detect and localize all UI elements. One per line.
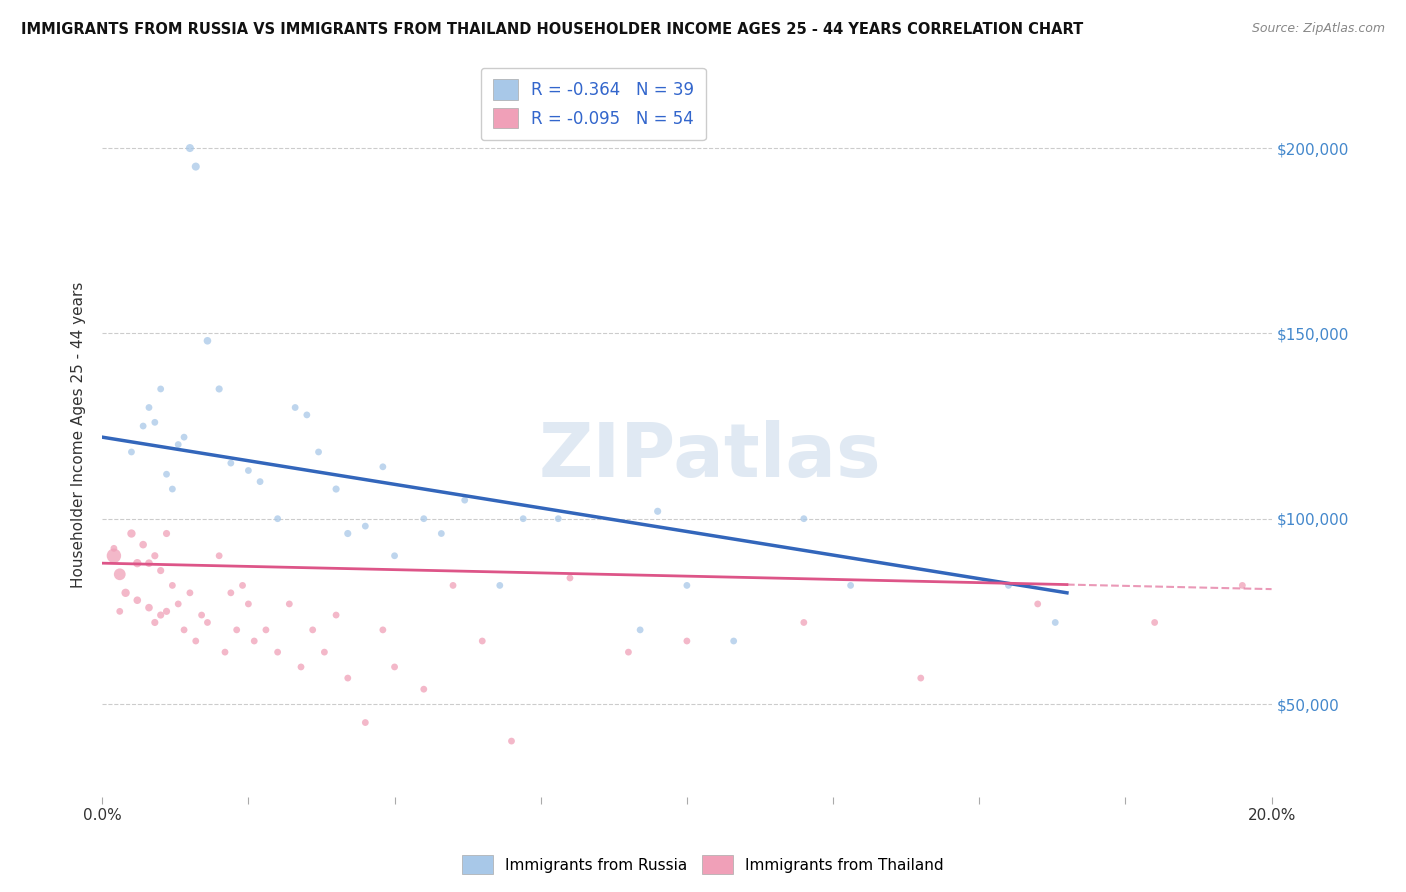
Point: [127, 593, 149, 607]
Point: [558, 571, 581, 585]
Point: [266, 511, 288, 525]
Point: [628, 623, 651, 637]
Point: [1045, 615, 1067, 630]
Point: [214, 645, 236, 659]
Point: [325, 482, 347, 496]
Point: [149, 564, 172, 578]
Point: [138, 556, 160, 570]
Point: [617, 645, 640, 659]
Point: [793, 511, 815, 525]
Point: [179, 586, 201, 600]
Text: Source: ZipAtlas.com: Source: ZipAtlas.com: [1251, 22, 1385, 36]
Point: [138, 600, 160, 615]
Point: [249, 475, 271, 489]
Point: [197, 615, 219, 630]
Point: [143, 615, 166, 630]
Point: [108, 567, 131, 582]
Point: [354, 715, 377, 730]
Point: [197, 334, 219, 348]
Point: [132, 419, 155, 434]
Point: [441, 578, 464, 592]
Point: [910, 671, 932, 685]
Point: [219, 456, 242, 470]
Point: [132, 538, 155, 552]
Point: [839, 578, 862, 592]
Point: [184, 160, 207, 174]
Point: [354, 519, 377, 533]
Point: [232, 578, 254, 592]
Point: [162, 482, 184, 496]
Point: [1026, 597, 1049, 611]
Point: [371, 459, 394, 474]
Point: [336, 526, 359, 541]
Point: [384, 549, 406, 563]
Point: [149, 382, 172, 396]
Point: [325, 608, 347, 623]
Point: [647, 504, 669, 518]
Point: [167, 597, 190, 611]
Point: [208, 549, 231, 563]
Point: [723, 634, 745, 648]
Point: [793, 615, 815, 630]
Point: [173, 623, 195, 637]
Point: [547, 511, 569, 525]
Point: [314, 645, 336, 659]
Point: [501, 734, 523, 748]
Legend: Immigrants from Russia, Immigrants from Thailand: Immigrants from Russia, Immigrants from …: [456, 849, 950, 880]
Point: [676, 578, 699, 592]
Point: [143, 549, 166, 563]
Point: [430, 526, 453, 541]
Point: [243, 634, 266, 648]
Point: [238, 463, 260, 477]
Point: [266, 645, 288, 659]
Point: [120, 526, 142, 541]
Y-axis label: Householder Income Ages 25 - 44 years: Householder Income Ages 25 - 44 years: [72, 282, 86, 589]
Point: [290, 660, 312, 674]
Point: [676, 634, 699, 648]
Point: [208, 382, 231, 396]
Point: [155, 467, 177, 482]
Point: [454, 493, 477, 508]
Point: [103, 541, 125, 556]
Point: [512, 511, 534, 525]
Point: [162, 578, 184, 592]
Point: [997, 578, 1019, 592]
Text: ZIPatlas: ZIPatlas: [538, 420, 882, 493]
Point: [336, 671, 359, 685]
Point: [190, 608, 212, 623]
Point: [1143, 615, 1166, 630]
Point: [284, 401, 307, 415]
Point: [371, 623, 394, 637]
Point: [184, 634, 207, 648]
Point: [127, 556, 149, 570]
Point: [1232, 578, 1254, 592]
Point: [412, 682, 434, 697]
Point: [108, 604, 131, 618]
Text: IMMIGRANTS FROM RUSSIA VS IMMIGRANTS FROM THAILAND HOUSEHOLDER INCOME AGES 25 - : IMMIGRANTS FROM RUSSIA VS IMMIGRANTS FRO…: [21, 22, 1084, 37]
Point: [254, 623, 277, 637]
Point: [278, 597, 301, 611]
Point: [308, 445, 330, 459]
Point: [138, 401, 160, 415]
Point: [384, 660, 406, 674]
Point: [295, 408, 318, 422]
Point: [225, 623, 247, 637]
Point: [149, 608, 172, 623]
Point: [471, 634, 494, 648]
Point: [238, 597, 260, 611]
Point: [103, 549, 125, 563]
Point: [219, 586, 242, 600]
Point: [412, 511, 434, 525]
Point: [155, 604, 177, 618]
Point: [155, 526, 177, 541]
Point: [179, 141, 201, 155]
Point: [120, 445, 142, 459]
Point: [167, 437, 190, 451]
Point: [143, 415, 166, 429]
Point: [173, 430, 195, 444]
Legend: R = -0.364   N = 39, R = -0.095   N = 54: R = -0.364 N = 39, R = -0.095 N = 54: [481, 68, 706, 140]
Point: [301, 623, 323, 637]
Point: [488, 578, 510, 592]
Point: [114, 586, 136, 600]
